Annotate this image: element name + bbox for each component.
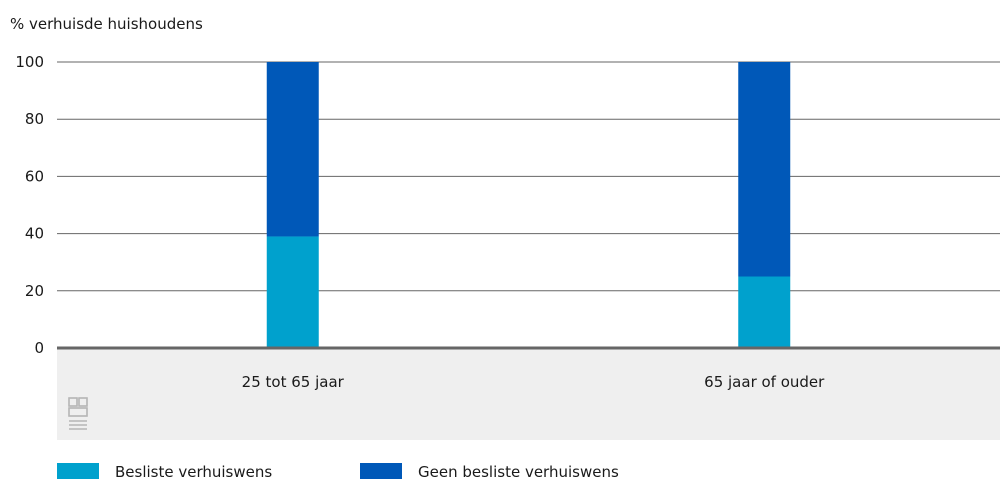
bar-geen-besliste-1 xyxy=(738,62,791,277)
bar-besliste-0 xyxy=(266,236,319,348)
bar-besliste-1 xyxy=(738,276,791,348)
y-tick-label: 60 xyxy=(25,167,44,185)
x-tick-label: 25 tot 65 jaar xyxy=(242,373,345,391)
y-tick-label: 80 xyxy=(25,110,44,128)
y-tick-labels: 0 20 40 60 80 100 xyxy=(15,53,44,357)
bars xyxy=(266,62,791,348)
category-axis-band xyxy=(57,348,1000,440)
cbs-logo-icon xyxy=(68,397,88,430)
legend-swatch xyxy=(57,463,99,479)
bar-geen-besliste-0 xyxy=(266,62,319,237)
gridlines xyxy=(57,61,1000,292)
y-axis-title: % verhuisde huishoudens xyxy=(10,15,203,33)
legend-swatch xyxy=(360,463,402,479)
legend-label: Geen besliste verhuiswens xyxy=(418,463,619,481)
x-tick-labels: 25 tot 65 jaar 65 jaar of ouder xyxy=(242,373,825,391)
y-tick-label: 40 xyxy=(25,225,44,243)
x-tick-label: 65 jaar of ouder xyxy=(704,373,825,391)
legend: Besliste verhuiswens Geen besliste verhui… xyxy=(57,463,619,481)
y-tick-label: 0 xyxy=(34,339,44,357)
y-tick-label: 20 xyxy=(25,282,44,300)
y-tick-label: 100 xyxy=(15,53,44,71)
legend-label: Besliste verhuiswens xyxy=(115,463,272,481)
